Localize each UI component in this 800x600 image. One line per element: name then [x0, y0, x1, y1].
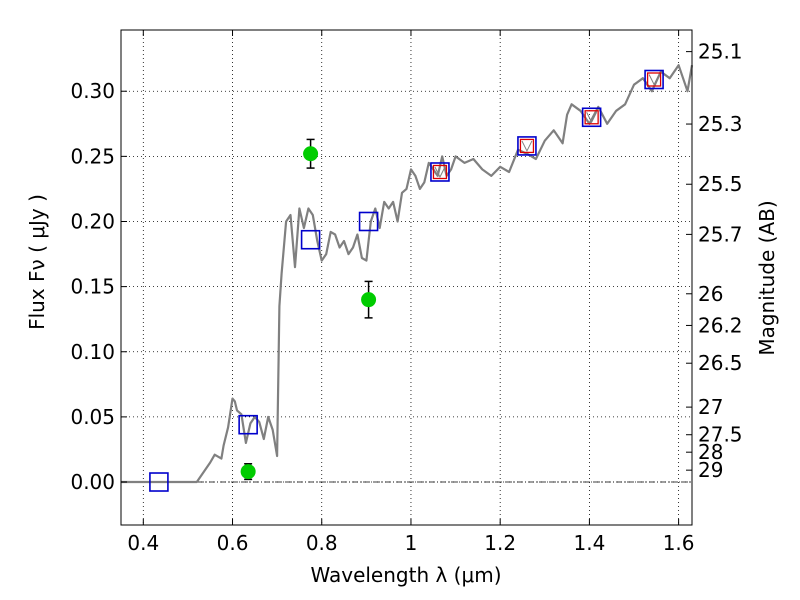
- model-photometry-square: [430, 162, 450, 182]
- model-photometry-square: [358, 211, 379, 232]
- y2-tick-label: 26: [698, 282, 723, 306]
- x-tick-label: 1.2: [484, 531, 516, 555]
- y2-tick-label: 25.1: [698, 40, 743, 64]
- upper-limit-marker: [434, 166, 446, 179]
- y2-tick-label: 26.2: [698, 313, 743, 337]
- model-photometry-square: [300, 229, 321, 250]
- y2-tick-label: 25.3: [698, 112, 743, 136]
- y-tick-label: 0.20: [70, 209, 115, 233]
- upper-limit-marker: [521, 140, 533, 153]
- axis-ticks: 0.4 0.6 0.8 1 1.2 1.4 1.6 0.00 0.05 0.10 0.15 0.20 0…: [70, 30, 743, 555]
- y2-tick-label: 28: [698, 440, 723, 464]
- observed-flux-point: [361, 292, 377, 308]
- series-layer: [121, 64, 694, 492]
- upper-limit-marker: [586, 112, 598, 124]
- x-tick-label: 1.4: [573, 531, 605, 555]
- y2-tick-label: 29: [698, 458, 723, 482]
- plot-frame: [120, 29, 693, 526]
- model-photometry-square: [149, 472, 169, 492]
- y2-tick-label: 27.5: [698, 423, 743, 447]
- y-tick-label: 0.25: [70, 144, 115, 168]
- upper-limit-marker: [648, 74, 660, 86]
- model-photometry-square: [517, 136, 537, 156]
- observed-flux-point: [303, 146, 319, 162]
- x-tick-label: 1: [405, 531, 418, 555]
- model-spectrum-line: [121, 64, 694, 484]
- upper-limit-square: [646, 72, 662, 87]
- upper-limit-square: [519, 138, 535, 154]
- model-photometry-square: [581, 107, 602, 128]
- upper-limit-square: [432, 164, 448, 180]
- y-tick-label: 0.05: [70, 405, 115, 429]
- x-axis-label: Wavelength λ (μm): [310, 563, 501, 587]
- x-tick-label: 0.6: [217, 531, 249, 555]
- y2-axis-label: Magnitude (AB): [755, 200, 779, 355]
- grid: [121, 30, 692, 525]
- y-axis-label: Flux Fν ( μJy ): [25, 194, 49, 330]
- y2-tick-label: 25.7: [698, 222, 743, 246]
- x-tick-label: 0.8: [306, 531, 338, 555]
- y2-tick-label: 25.5: [698, 172, 743, 196]
- upper-limit-square: [584, 110, 599, 125]
- observed-flux-point: [240, 464, 256, 480]
- model-photometry-square: [238, 414, 258, 435]
- y2-tick-label: 27: [698, 395, 723, 419]
- y-tick-label: 0.10: [70, 340, 115, 364]
- y-tick-label: 0.15: [70, 275, 115, 299]
- x-tick-label: 1.6: [663, 531, 695, 555]
- y2-tick-label: 26.5: [698, 351, 743, 375]
- y-tick-label: 0.30: [70, 79, 115, 103]
- model-photometry-square: [644, 69, 664, 90]
- y-tick-label: 0.00: [70, 470, 115, 494]
- x-tick-label: 0.4: [127, 531, 159, 555]
